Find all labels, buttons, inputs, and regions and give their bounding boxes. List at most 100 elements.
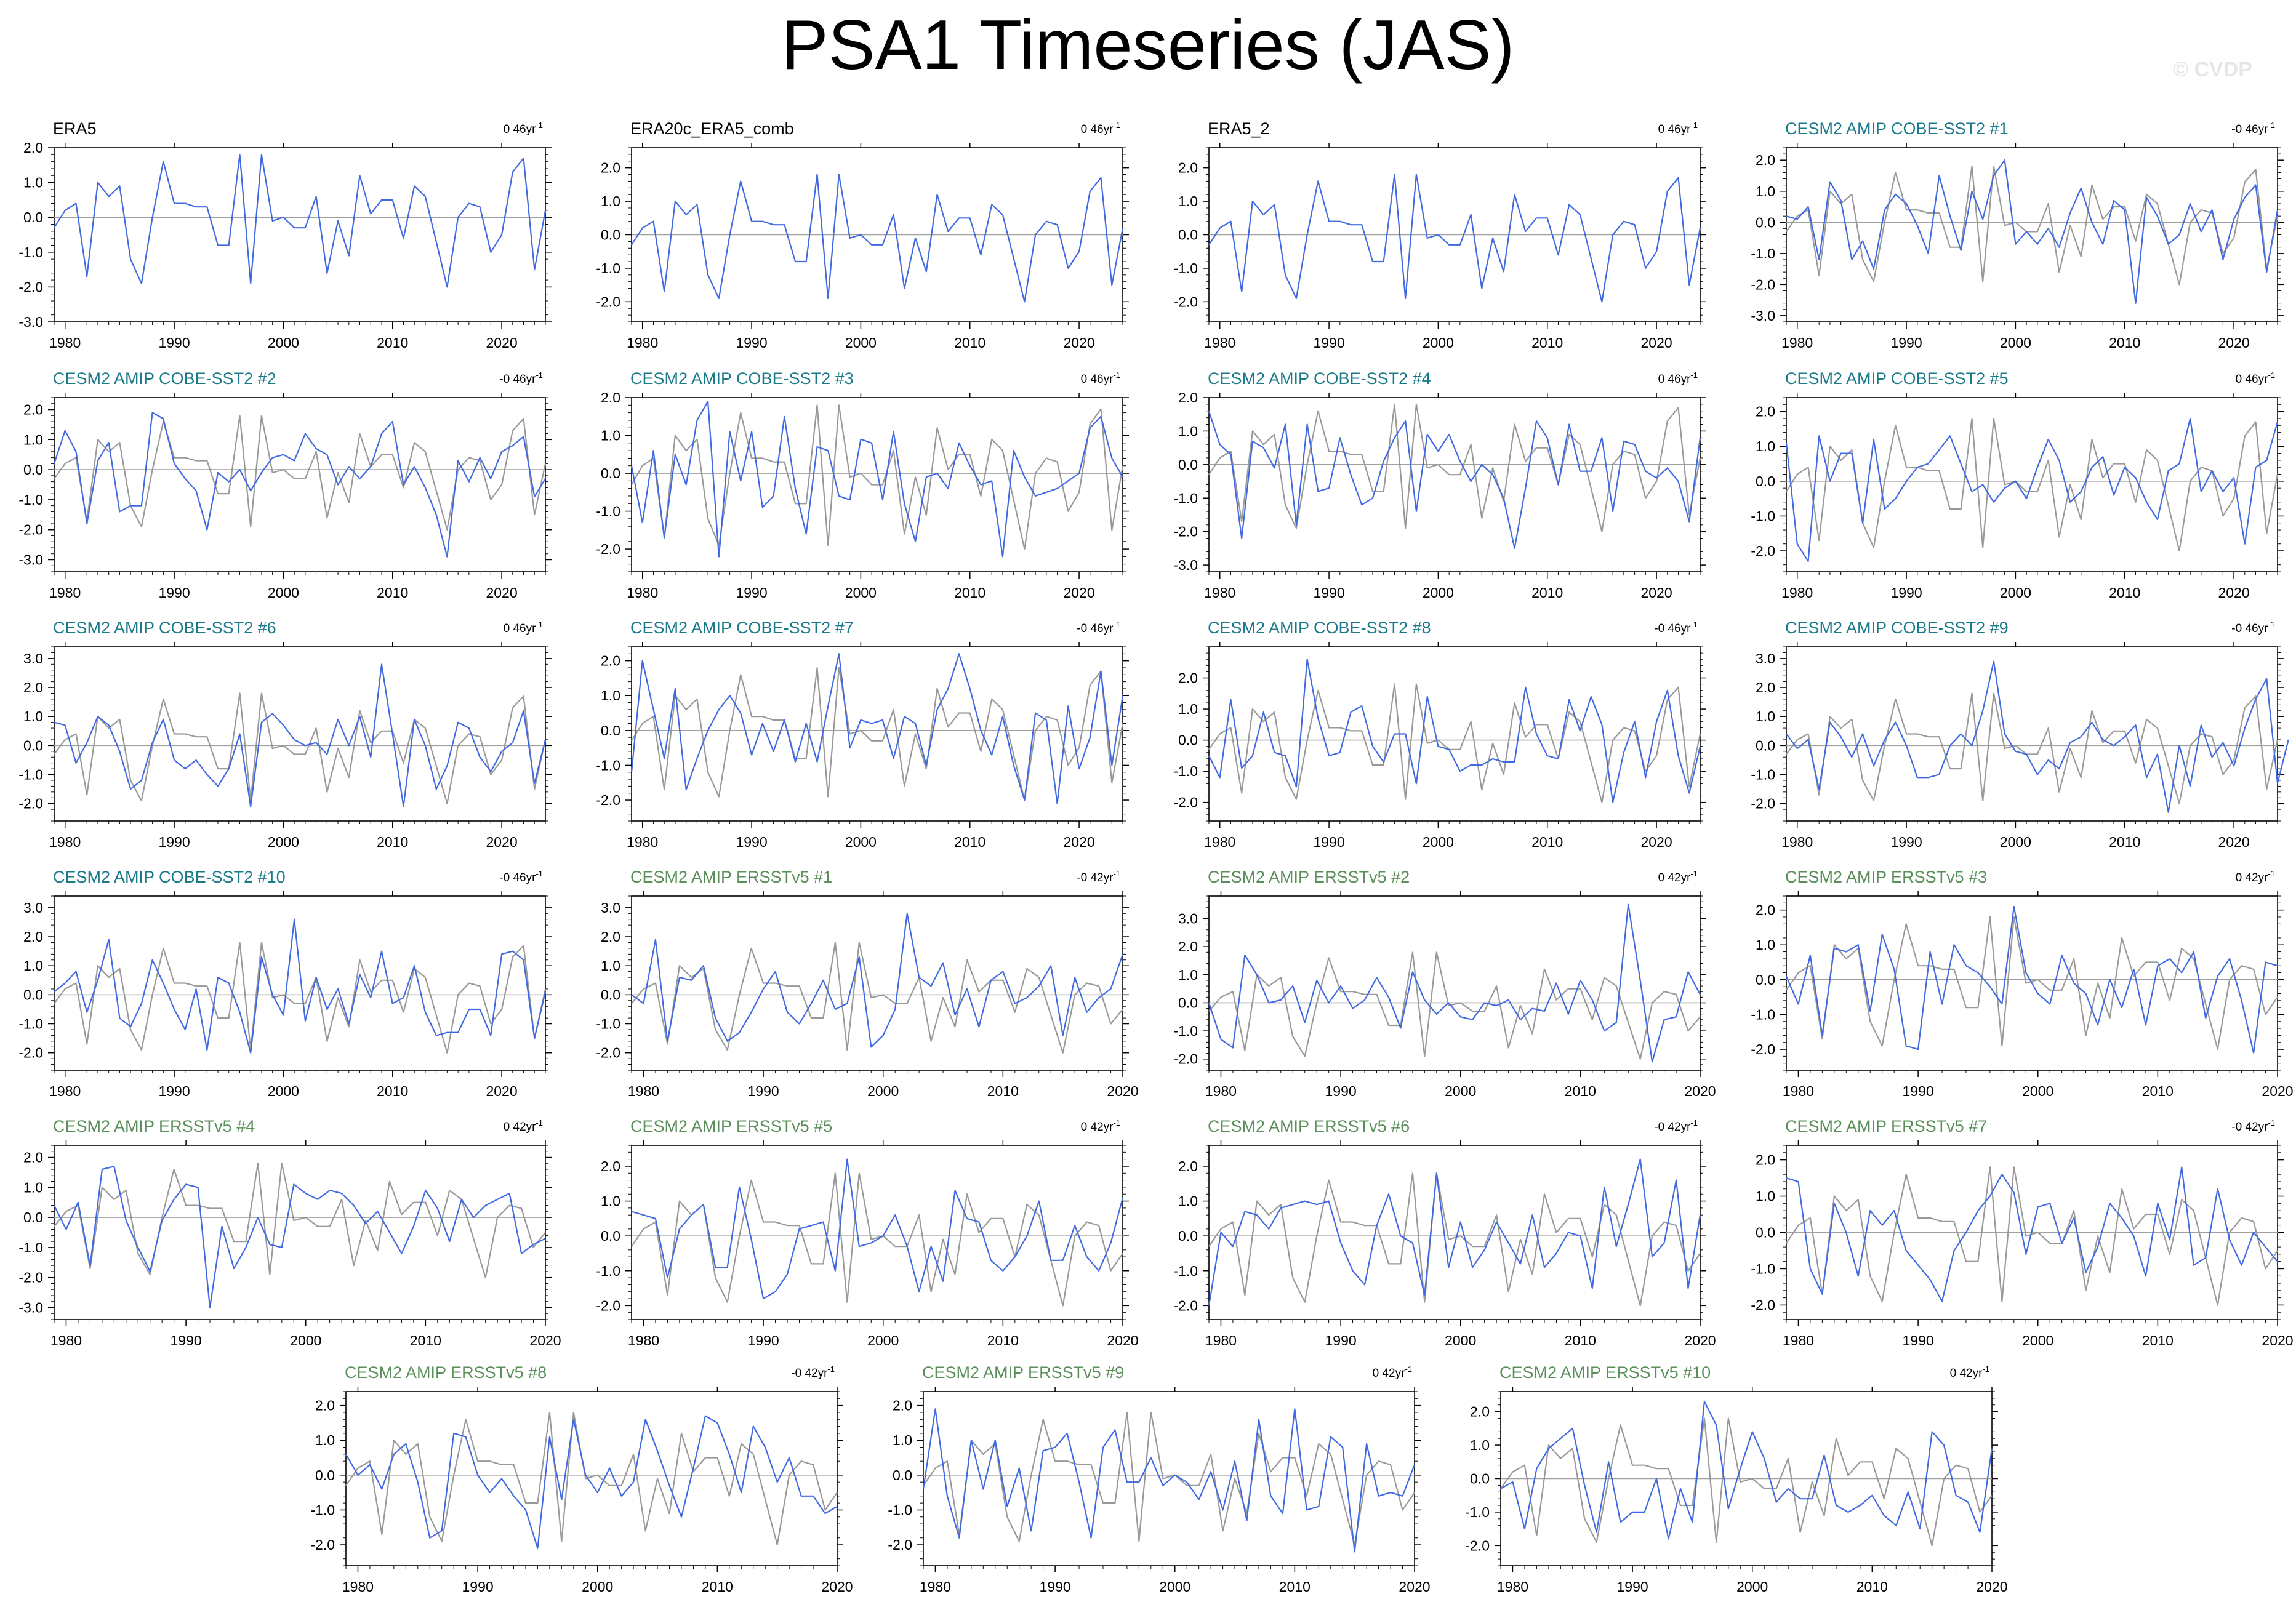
watermark: © CVDP: [2173, 58, 2252, 81]
x-tick-label: 1990: [158, 834, 190, 850]
y-tick-label: -2.0: [18, 796, 43, 812]
x-tick-label: 2020: [1640, 335, 1672, 351]
x-tick-label: 2000: [845, 834, 877, 850]
y-tick-label: 0.0: [1756, 1225, 1775, 1241]
chart-panel: CESM2 AMIP ERSSTv5 #2 0 42yr-1 3.0 2.0 1.0 0.…: [1173, 868, 1716, 1099]
x-tick-label: 1980: [628, 1332, 659, 1348]
y-tick-label: -1.0: [18, 244, 43, 260]
series-line-reference: [631, 404, 1124, 550]
x-tick-label: 1990: [736, 335, 767, 351]
page-title: PSA1 Timeseries (JAS): [781, 6, 1515, 84]
series-line-model: [1786, 660, 2289, 813]
y-tick-label: 0.0: [1178, 732, 1198, 748]
plot-frame: [923, 1391, 1415, 1566]
chart-panel: CESM2 AMIP ERSSTv5 #4 0 42yr-1 2.0 1.0 0.0 -1…: [18, 1117, 561, 1348]
x-tick-label: 2000: [1159, 1579, 1190, 1595]
y-tick-label: -1.0: [888, 1502, 912, 1518]
series-line-reference: [1208, 951, 1701, 1060]
y-tick-label: -1.0: [18, 492, 43, 508]
trend-label: 0 46yr-1: [1081, 121, 1120, 136]
plot-frame: [1208, 895, 1701, 1071]
chart-panel: CESM2 AMIP COBE-SST2 #6 0 46yr-1 3.0 2.0 1.0…: [18, 619, 552, 850]
panel-title: CESM2 AMIP ERSSTv5 #8: [345, 1363, 547, 1382]
x-tick-label: 2010: [2109, 834, 2140, 850]
y-tick-label: -1.0: [596, 503, 620, 519]
x-tick-label: 2010: [377, 1083, 408, 1099]
y-tick-label: 2.0: [1178, 160, 1198, 176]
chart-panel: CESM2 AMIP ERSSTv5 #3 0 42yr-1 2.0 1.0 0.0 -1…: [1751, 868, 2293, 1099]
x-tick-label: 2000: [1445, 1083, 1476, 1099]
y-tick-label: -2.0: [18, 1045, 43, 1061]
x-tick-label: 2020: [1684, 1332, 1716, 1348]
panel-title: CESM2 AMIP ERSSTv5 #7: [1785, 1117, 1987, 1135]
y-tick-label: 3.0: [1756, 651, 1775, 667]
y-tick-label: 0.0: [1470, 1471, 1490, 1487]
series-line-model: [630, 653, 1124, 804]
x-tick-label: 2000: [1423, 834, 1454, 850]
y-tick-label: -2.0: [1751, 1297, 1775, 1313]
y-tick-label: 0.0: [601, 723, 620, 739]
y-tick-label: 1.0: [23, 431, 43, 447]
y-tick-label: 1.0: [1178, 967, 1198, 983]
series-line-reference: [1208, 1172, 1701, 1307]
x-tick-label: 2020: [529, 1332, 561, 1348]
chart-panel: ERA5 0 46yr-1 2.0 1.0 0.0 -1.0 -2.0 -3.0 1980 199…: [18, 119, 552, 351]
y-tick-label: -2.0: [596, 1045, 620, 1061]
y-tick-label: 1.0: [1178, 193, 1198, 209]
series-line-model: [1786, 1166, 2278, 1302]
trend-label: -0 42yr-1: [1654, 1118, 1698, 1134]
x-tick-label: 1980: [1204, 335, 1235, 351]
y-tick-label: 0.0: [1178, 457, 1198, 473]
trend-label: 0 46yr-1: [504, 620, 543, 635]
plot-frame: [631, 895, 1123, 1071]
x-tick-label: 2020: [1976, 1579, 2007, 1595]
y-tick-label: -2.0: [1751, 276, 1775, 292]
y-tick-label: 1.0: [1756, 438, 1775, 454]
x-tick-label: 2020: [2218, 834, 2249, 850]
y-tick-label: -2.0: [18, 1270, 43, 1286]
series-line-reference: [631, 667, 1124, 801]
x-tick-label: 1980: [1204, 834, 1235, 850]
x-tick-label: 2000: [867, 1332, 899, 1348]
trend-label: -0 42yr-1: [791, 1364, 835, 1380]
series-line-reference: [1786, 692, 2279, 804]
x-tick-label: 1990: [1040, 1579, 1071, 1595]
y-tick-label: -2.0: [1751, 543, 1775, 559]
y-tick-label: 0.0: [1178, 995, 1198, 1011]
y-tick-label: -3.0: [1173, 557, 1198, 573]
x-tick-label: 2020: [486, 335, 517, 351]
y-tick-label: 0.0: [1178, 1228, 1198, 1244]
series-line-reference: [631, 1172, 1123, 1307]
y-tick-label: 2.0: [601, 1158, 620, 1174]
x-tick-label: 2010: [987, 1332, 1019, 1348]
x-tick-label: 1980: [628, 1083, 659, 1099]
y-tick-label: 0.0: [601, 227, 620, 243]
panel-title: CESM2 AMIP COBE-SST2 #6: [53, 619, 276, 637]
x-tick-label: 2010: [702, 1579, 733, 1595]
y-tick-label: 1.0: [23, 708, 43, 724]
panel-title: CESM2 AMIP ERSSTv5 #10: [1499, 1363, 1711, 1382]
y-tick-label: -2.0: [596, 1297, 620, 1313]
panel-title: CESM2 AMIP ERSSTv5 #6: [1208, 1117, 1410, 1135]
x-tick-label: 1990: [158, 585, 190, 601]
panel-title: CESM2 AMIP COBE-SST2 #4: [1208, 369, 1431, 388]
y-tick-label: 0.0: [23, 209, 43, 225]
x-tick-label: 1980: [1497, 1579, 1528, 1595]
y-tick-label: -3.0: [1751, 308, 1775, 324]
series-line-reference: [1208, 403, 1701, 532]
y-tick-label: 2.0: [601, 390, 620, 406]
panel-title: CESM2 AMIP COBE-SST2 #9: [1785, 619, 2009, 637]
x-tick-label: 2000: [1423, 585, 1454, 601]
y-tick-label: 2.0: [23, 1150, 43, 1166]
x-tick-label: 2020: [486, 1083, 517, 1099]
y-tick-label: 0.0: [23, 1209, 43, 1225]
x-tick-label: 2020: [2262, 1083, 2293, 1099]
y-tick-label: -1.0: [18, 767, 43, 783]
panel-title: CESM2 AMIP COBE-SST2 #3: [630, 369, 854, 388]
plot-frame: [54, 895, 546, 1071]
x-tick-label: 2020: [1640, 834, 1672, 850]
y-tick-label: 2.0: [1178, 1158, 1198, 1174]
y-tick-label: 2.0: [1178, 390, 1198, 406]
x-tick-label: 2020: [486, 834, 517, 850]
x-tick-label: 1980: [1205, 1083, 1237, 1099]
